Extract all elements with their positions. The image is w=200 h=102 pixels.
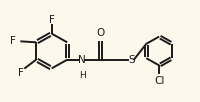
Text: F: F xyxy=(49,15,55,25)
Text: S: S xyxy=(128,55,135,65)
Text: Cl: Cl xyxy=(154,76,164,86)
Text: N: N xyxy=(78,55,86,65)
Text: F: F xyxy=(10,36,15,46)
Text: O: O xyxy=(97,28,105,38)
Text: F: F xyxy=(18,68,24,78)
Text: H: H xyxy=(79,71,86,80)
